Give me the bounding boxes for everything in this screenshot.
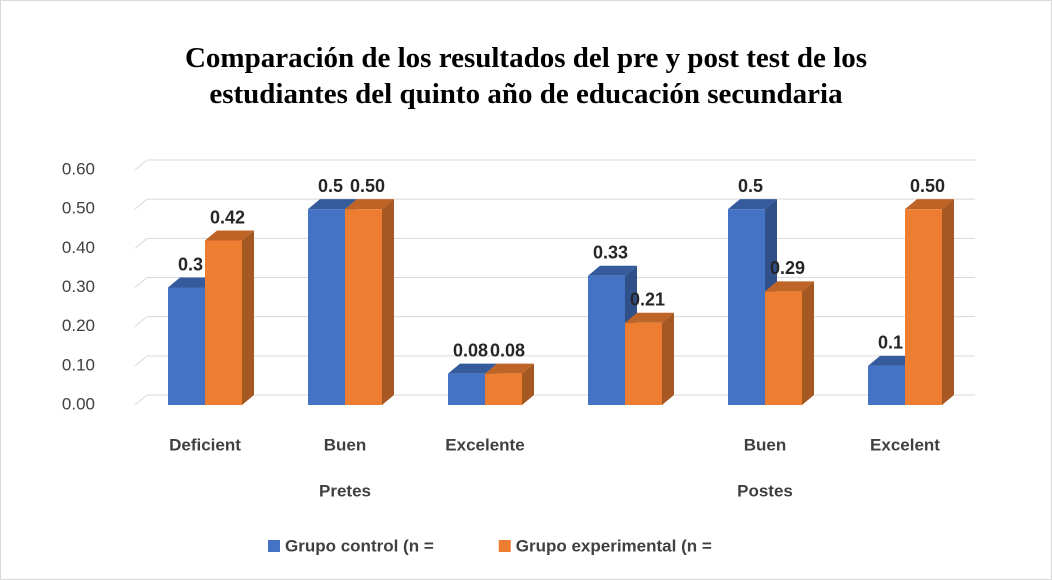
bar-top bbox=[168, 277, 217, 288]
data-label: 0.08 bbox=[490, 340, 525, 360]
grid-line bbox=[134, 316, 975, 328]
y-tick-label: 0.60 bbox=[62, 159, 95, 178]
bar-side bbox=[242, 230, 254, 405]
bar bbox=[728, 209, 765, 405]
data-label: 0.08 bbox=[453, 340, 488, 360]
data-label: 0.33 bbox=[593, 243, 628, 263]
bar bbox=[308, 209, 345, 405]
chart-title: Comparación de los resultados del pre y … bbox=[184, 42, 868, 110]
grid-line bbox=[134, 159, 975, 171]
bar-top bbox=[728, 199, 777, 210]
grid-line bbox=[134, 355, 975, 367]
bar bbox=[905, 209, 942, 405]
data-label: 0.1 bbox=[878, 333, 903, 353]
data-label: 0.21 bbox=[630, 290, 665, 310]
bar bbox=[765, 291, 802, 405]
bar bbox=[588, 275, 625, 405]
bar-side bbox=[522, 363, 534, 405]
x-tick-label: Excelent bbox=[870, 435, 940, 454]
grid-line bbox=[134, 198, 975, 210]
x-tick-label: Buen bbox=[744, 435, 787, 454]
bar bbox=[625, 322, 662, 405]
grid-line bbox=[134, 394, 975, 406]
x-tick-label: Excelente bbox=[445, 435, 524, 454]
group-label: Pretes bbox=[319, 481, 371, 500]
bar-top bbox=[765, 281, 814, 292]
bar bbox=[485, 373, 522, 405]
legend-label: Grupo control (n = bbox=[285, 536, 434, 555]
x-tick-label: Buen bbox=[324, 435, 367, 454]
data-label: 0.5 bbox=[738, 176, 763, 196]
bar-top bbox=[485, 363, 534, 374]
bar bbox=[168, 287, 205, 405]
y-tick-label: 0.40 bbox=[62, 238, 95, 257]
bar-top bbox=[448, 363, 497, 374]
bar-top bbox=[868, 355, 917, 366]
bar-top bbox=[345, 199, 394, 210]
bar-side bbox=[802, 281, 814, 405]
grid-line bbox=[134, 237, 975, 249]
bar bbox=[205, 240, 242, 405]
data-label: 0.50 bbox=[350, 176, 385, 196]
bar-top bbox=[308, 199, 357, 210]
y-tick-label: 0.30 bbox=[62, 277, 95, 296]
data-label: 0.5 bbox=[318, 176, 343, 196]
bar-top bbox=[205, 230, 254, 241]
bar bbox=[448, 373, 485, 405]
y-tick-label: 0.00 bbox=[62, 394, 95, 413]
group-label: Postes bbox=[737, 481, 793, 500]
y-tick-label: 0.10 bbox=[62, 355, 95, 374]
data-label: 0.50 bbox=[910, 176, 945, 196]
legend-swatch bbox=[268, 540, 280, 552]
legend-label: Grupo experimental (n = bbox=[516, 536, 712, 555]
y-tick-label: 0.50 bbox=[62, 199, 95, 218]
bar bbox=[868, 365, 905, 405]
y-tick-label: 0.20 bbox=[62, 316, 95, 335]
data-label: 0.42 bbox=[210, 207, 245, 227]
bar-top bbox=[625, 312, 674, 323]
bar-side bbox=[382, 199, 394, 405]
data-label: 0.3 bbox=[178, 254, 203, 274]
data-label: 0.29 bbox=[770, 258, 805, 278]
bar-top bbox=[905, 199, 954, 210]
bar bbox=[345, 209, 382, 405]
x-tick-label: Deficient bbox=[169, 435, 241, 454]
grid-line bbox=[134, 277, 975, 288]
bar-side bbox=[942, 199, 954, 405]
legend-swatch bbox=[498, 540, 511, 552]
bar-top bbox=[588, 265, 637, 276]
bar-side bbox=[662, 312, 674, 405]
